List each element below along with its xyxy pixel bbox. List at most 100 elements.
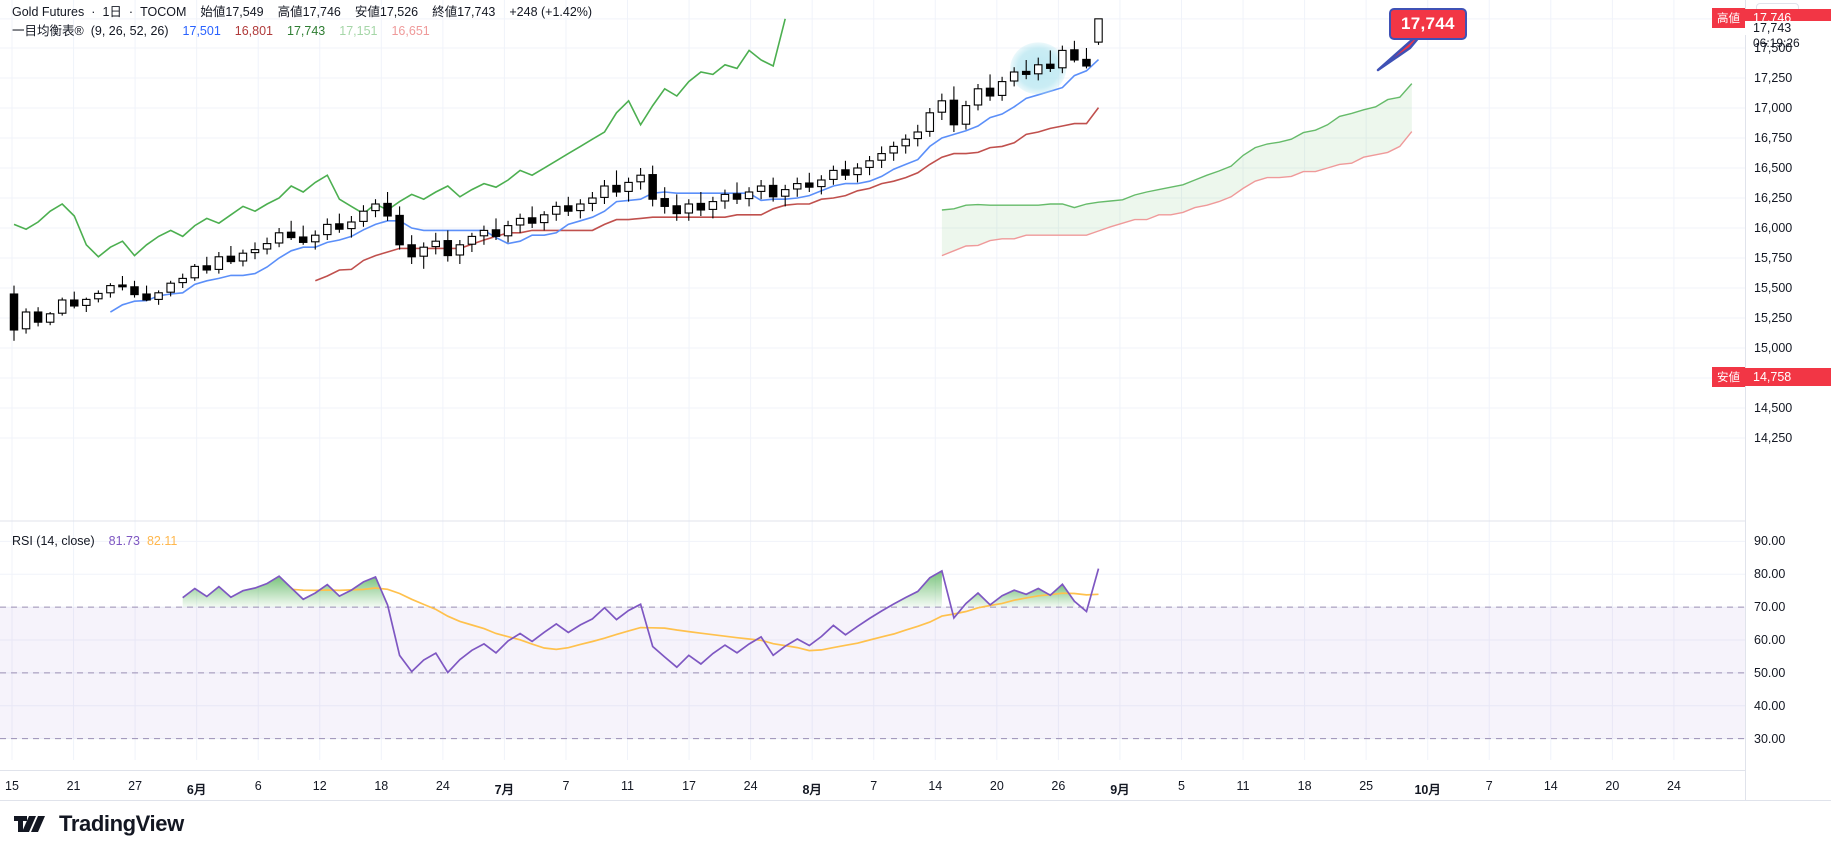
candlestick[interactable] [973,84,983,111]
candlestick[interactable] [359,205,368,227]
rsi-indicator-name[interactable]: RSI (14, close) [12,534,95,548]
candlestick[interactable] [202,256,212,274]
candlestick[interactable] [154,290,163,305]
candlestick[interactable] [178,273,187,288]
candlestick[interactable] [33,307,43,327]
candlestick[interactable] [383,192,392,221]
candlestick[interactable] [612,170,621,197]
candlestick[interactable] [877,146,886,168]
candlestick[interactable] [57,297,67,316]
candlestick[interactable] [684,199,694,221]
candlestick[interactable] [1009,67,1019,87]
candlestick[interactable] [539,211,549,231]
candlestick[interactable] [985,74,995,101]
candlestick[interactable] [792,177,802,197]
candlestick[interactable] [636,168,645,190]
candlestick[interactable] [720,189,730,209]
candlestick[interactable] [142,285,151,302]
candlestick[interactable] [491,218,501,240]
price-callout-bubble[interactable]: 17,744 [1389,8,1467,40]
candlestick[interactable] [527,206,537,228]
candlestick[interactable] [937,93,947,120]
candlestick[interactable] [395,206,404,250]
candlestick[interactable] [865,156,874,176]
candlestick[interactable] [588,192,597,212]
candlestick[interactable] [455,240,465,264]
candlestick[interactable] [118,276,127,291]
candlestick[interactable] [708,196,718,219]
candlestick[interactable] [190,264,200,281]
candlestick[interactable] [286,220,296,240]
candlestick[interactable] [310,230,320,250]
candlestick[interactable] [335,213,344,233]
candlestick[interactable] [262,237,272,255]
candlestick[interactable] [407,235,416,264]
candlestick[interactable] [696,192,706,216]
time-axis-tick: 24 [743,779,758,793]
candlestick[interactable] [94,290,103,303]
candlestick[interactable] [949,86,959,132]
candlestick[interactable] [298,225,308,245]
candlestick[interactable] [130,280,139,298]
candlestick[interactable] [624,177,633,202]
candlestick[interactable] [889,141,898,161]
rsi-legend[interactable]: RSI (14, close) 81.73 82.11 [12,534,177,548]
candlestick[interactable] [925,108,935,137]
candlestick[interactable] [431,232,440,255]
candlestick[interactable] [576,199,585,219]
candlestick[interactable] [106,283,115,298]
candlestick[interactable] [9,285,19,341]
candlestick[interactable] [1021,60,1031,80]
candlestick[interactable] [1034,57,1043,81]
candlestick[interactable] [780,184,790,207]
candlestick[interactable] [841,160,850,180]
candlestick[interactable] [853,163,862,183]
candlestick[interactable] [768,177,778,202]
candlestick[interactable] [913,124,922,147]
candlestick[interactable] [744,187,754,207]
candlestick[interactable] [21,308,31,334]
price-scale[interactable]: JPY 17,74317,50017,25017,00016,75016,500… [1745,0,1831,800]
candlestick[interactable] [45,312,55,326]
candlestick[interactable] [226,246,236,264]
candlestick[interactable] [214,252,224,274]
candlestick[interactable] [82,297,91,312]
candlestick[interactable] [503,220,513,243]
candlestick[interactable] [1094,18,1103,45]
candlestick[interactable] [648,165,657,207]
candlestick[interactable] [274,228,284,248]
candlestick[interactable] [1058,45,1067,74]
candlestick[interactable] [961,100,971,130]
candlestick[interactable] [250,242,260,260]
candlestick[interactable] [467,232,477,252]
candlestick[interactable] [997,76,1007,101]
candlestick[interactable] [419,242,428,269]
candlestick[interactable] [564,196,573,216]
candlestick[interactable] [166,280,175,297]
candlestick[interactable] [443,230,453,262]
candlestick[interactable] [901,134,910,154]
candlestick[interactable] [479,225,489,245]
time-scale[interactable]: 15 21 27 6月 6 12 18 24 7月 7 11 17 24 8月 7 14 20 26 9月 5 11 18… [0,770,1745,800]
candlestick[interactable] [756,180,766,200]
candlestick[interactable] [1082,48,1091,69]
chart-canvas[interactable] [0,0,1745,800]
candlestick[interactable] [672,194,681,221]
candlestick[interactable] [347,216,356,238]
candlestick[interactable] [323,218,332,240]
candlestick[interactable] [1046,50,1055,72]
candlestick[interactable] [371,199,380,218]
candlestick[interactable] [817,175,826,195]
candlestick[interactable] [1070,40,1079,63]
candlestick[interactable] [515,213,525,233]
candlestick[interactable] [829,165,838,185]
candlestick[interactable] [238,249,248,267]
candlestick[interactable] [70,291,79,309]
candlestick[interactable] [732,182,742,204]
candlestick[interactable] [660,187,669,214]
candlestick[interactable] [551,201,561,221]
candlestick[interactable] [805,172,814,192]
candlestick-series[interactable] [9,18,1103,341]
tradingview-logo[interactable]: TradingView [14,811,184,837]
candlestick[interactable] [600,180,609,204]
